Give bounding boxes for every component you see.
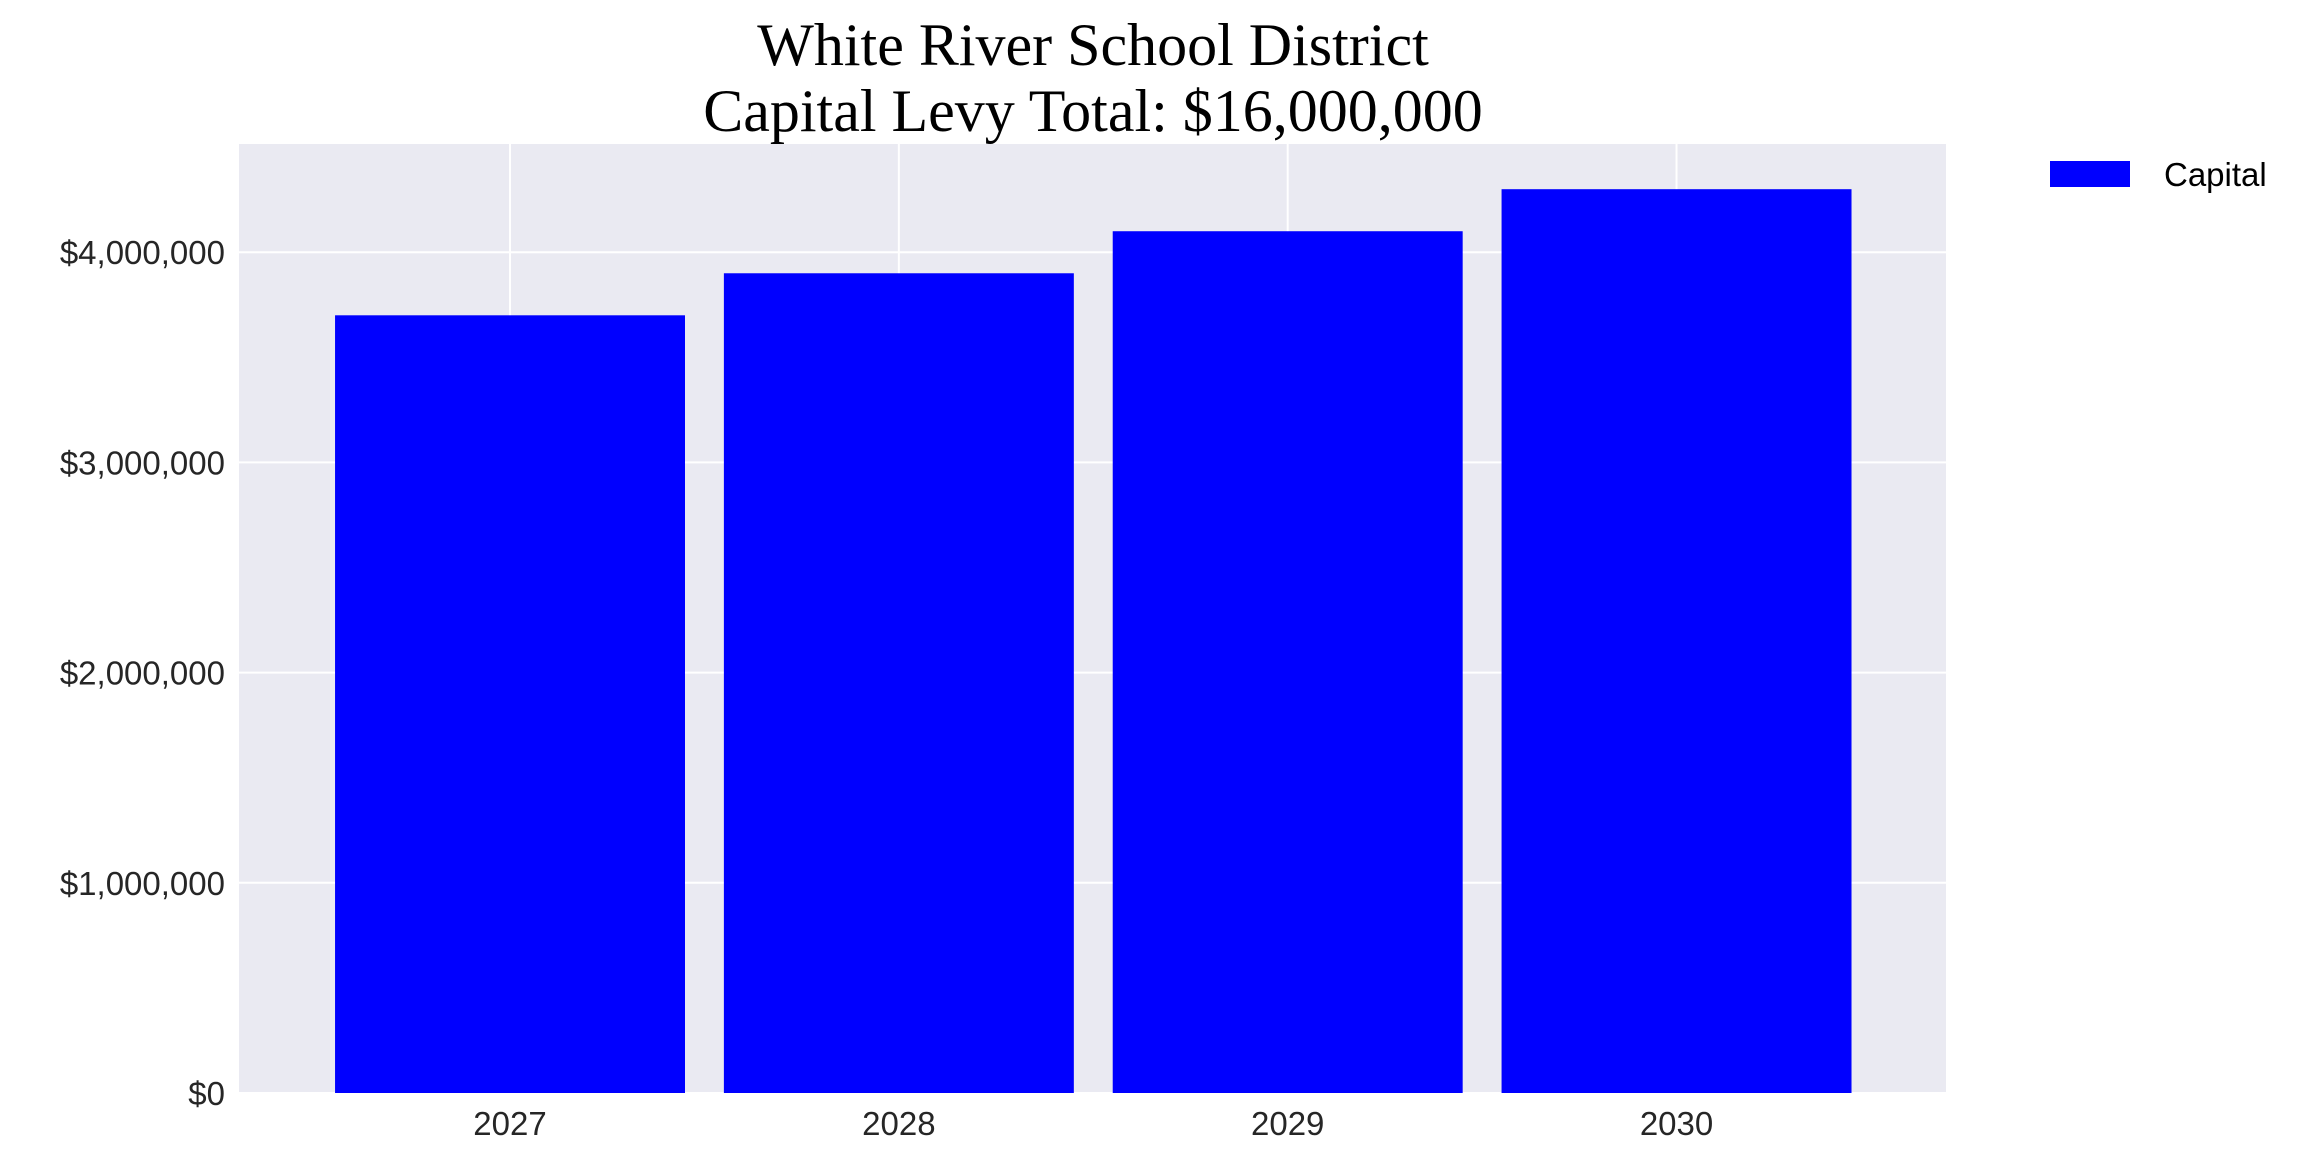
chart-title-line-1: White River School District [757, 12, 1429, 78]
y-tick-label: $2,000,000 [60, 655, 225, 692]
bar-2030 [1501, 189, 1852, 1093]
bar-2028 [723, 273, 1074, 1094]
chart-title-line-2: Capital Levy Total: $16,000,000 [703, 78, 1483, 144]
legend-label-capital: Capital [2164, 156, 2267, 193]
legend-swatch-capital [2050, 161, 2130, 187]
x-tick-label: 2027 [473, 1105, 546, 1142]
y-tick-label: $1,000,000 [60, 865, 225, 902]
plot-area: $0 $1,000,000 $2,000,000 $3,000,000 $4,000,0… [60, 144, 1946, 1142]
x-tick-label: 2029 [1251, 1105, 1324, 1142]
bar-2027 [335, 315, 685, 1093]
y-tick-label: $3,000,000 [60, 444, 225, 481]
legend: Capital [2050, 156, 2267, 193]
x-tick-label: 2030 [1640, 1105, 1713, 1142]
y-tick-label: $0 [188, 1075, 225, 1112]
y-tick-label: $4,000,000 [60, 234, 225, 271]
bar-2029 [1112, 231, 1463, 1093]
x-tick-label: 2028 [862, 1105, 935, 1142]
